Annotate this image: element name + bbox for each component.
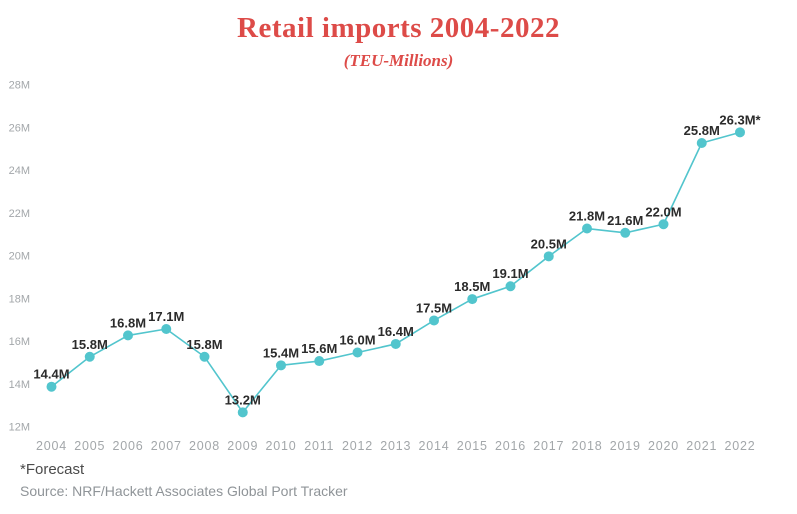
x-tick-label: 2022 [724,439,755,453]
x-tick-label: 2009 [227,439,258,453]
x-tick-label: 2004 [36,439,67,453]
data-point [505,281,516,292]
source-note: Source: NRF/Hackett Associates Global Po… [20,483,348,499]
x-tick-label: 2012 [342,439,373,453]
x-tick-label: 2018 [571,439,602,453]
data-point [543,251,554,262]
data-point [276,360,286,371]
chart-footer: *Forecast Source: NRF/Hackett Associates… [20,461,348,499]
data-point-label: 17.5M [416,300,452,315]
data-point-label: 15.6M [301,341,337,356]
x-tick-label: 2015 [457,439,488,453]
x-tick-label: 2008 [189,439,220,453]
data-point-label: 26.3M* [719,112,761,127]
data-point-label: 17.1M [148,309,184,324]
x-tick-label: 2013 [380,439,411,453]
data-point-label: 25.8M [684,123,720,138]
data-point [429,315,439,326]
x-tick-label: 2010 [265,439,296,453]
data-point-label: 22.0M [645,204,681,219]
data-point [161,323,172,334]
y-tick-label: 14M [9,379,30,391]
forecast-note: *Forecast [20,461,85,478]
data-point-label: 14.4M [33,367,69,382]
x-tick-label: 2007 [151,439,182,453]
x-tick-label: 2016 [495,439,526,453]
y-tick-label: 18M [9,293,30,305]
data-point-label: 19.1M [492,266,528,281]
y-tick-label: 22M [9,208,30,220]
data-point [199,351,210,362]
y-tick-label: 28M [9,80,30,92]
data-point [390,338,401,349]
data-point-label: 16.8M [110,315,146,330]
data-point-label: 15.8M [186,337,222,352]
data-point [735,127,745,138]
data-point-label: 16.4M [378,324,414,339]
x-tick-label: 2005 [74,439,105,453]
data-point [467,294,478,305]
data-point-label: 15.4M [263,345,299,360]
y-tick-label: 24M [9,165,30,177]
data-point [352,347,363,358]
data-point [123,330,133,341]
x-tick-label: 2011 [304,439,334,453]
x-tick-label: 2017 [533,439,564,453]
data-point [582,223,592,234]
y-tick-label: 16M [9,336,30,348]
y-tick-label: 20M [9,251,30,263]
data-point-label: 21.8M [569,209,605,224]
data-point [658,219,669,230]
data-point-label: 21.6M [607,213,643,228]
data-point-label: 15.8M [72,337,108,352]
data-point-label: 20.5M [531,236,567,251]
x-tick-label: 2020 [648,439,679,453]
data-point [314,356,325,367]
data-point [237,407,248,418]
data-point-label: 16.0M [339,333,375,348]
data-point [46,381,57,392]
x-tick-label: 2014 [418,439,449,453]
data-point [696,138,707,149]
y-tick-label: 26M [9,122,30,134]
x-tick-label: 2021 [686,439,717,453]
x-tick-label: 2019 [610,439,641,453]
data-point [84,351,95,362]
x-tick-label: 2006 [112,439,143,453]
trend-line [51,131,741,414]
data-point-label: 18.5M [454,279,490,294]
data-point-label: 13.2M [225,392,261,407]
y-tick-label: 12M [9,422,30,434]
data-point [620,227,631,238]
